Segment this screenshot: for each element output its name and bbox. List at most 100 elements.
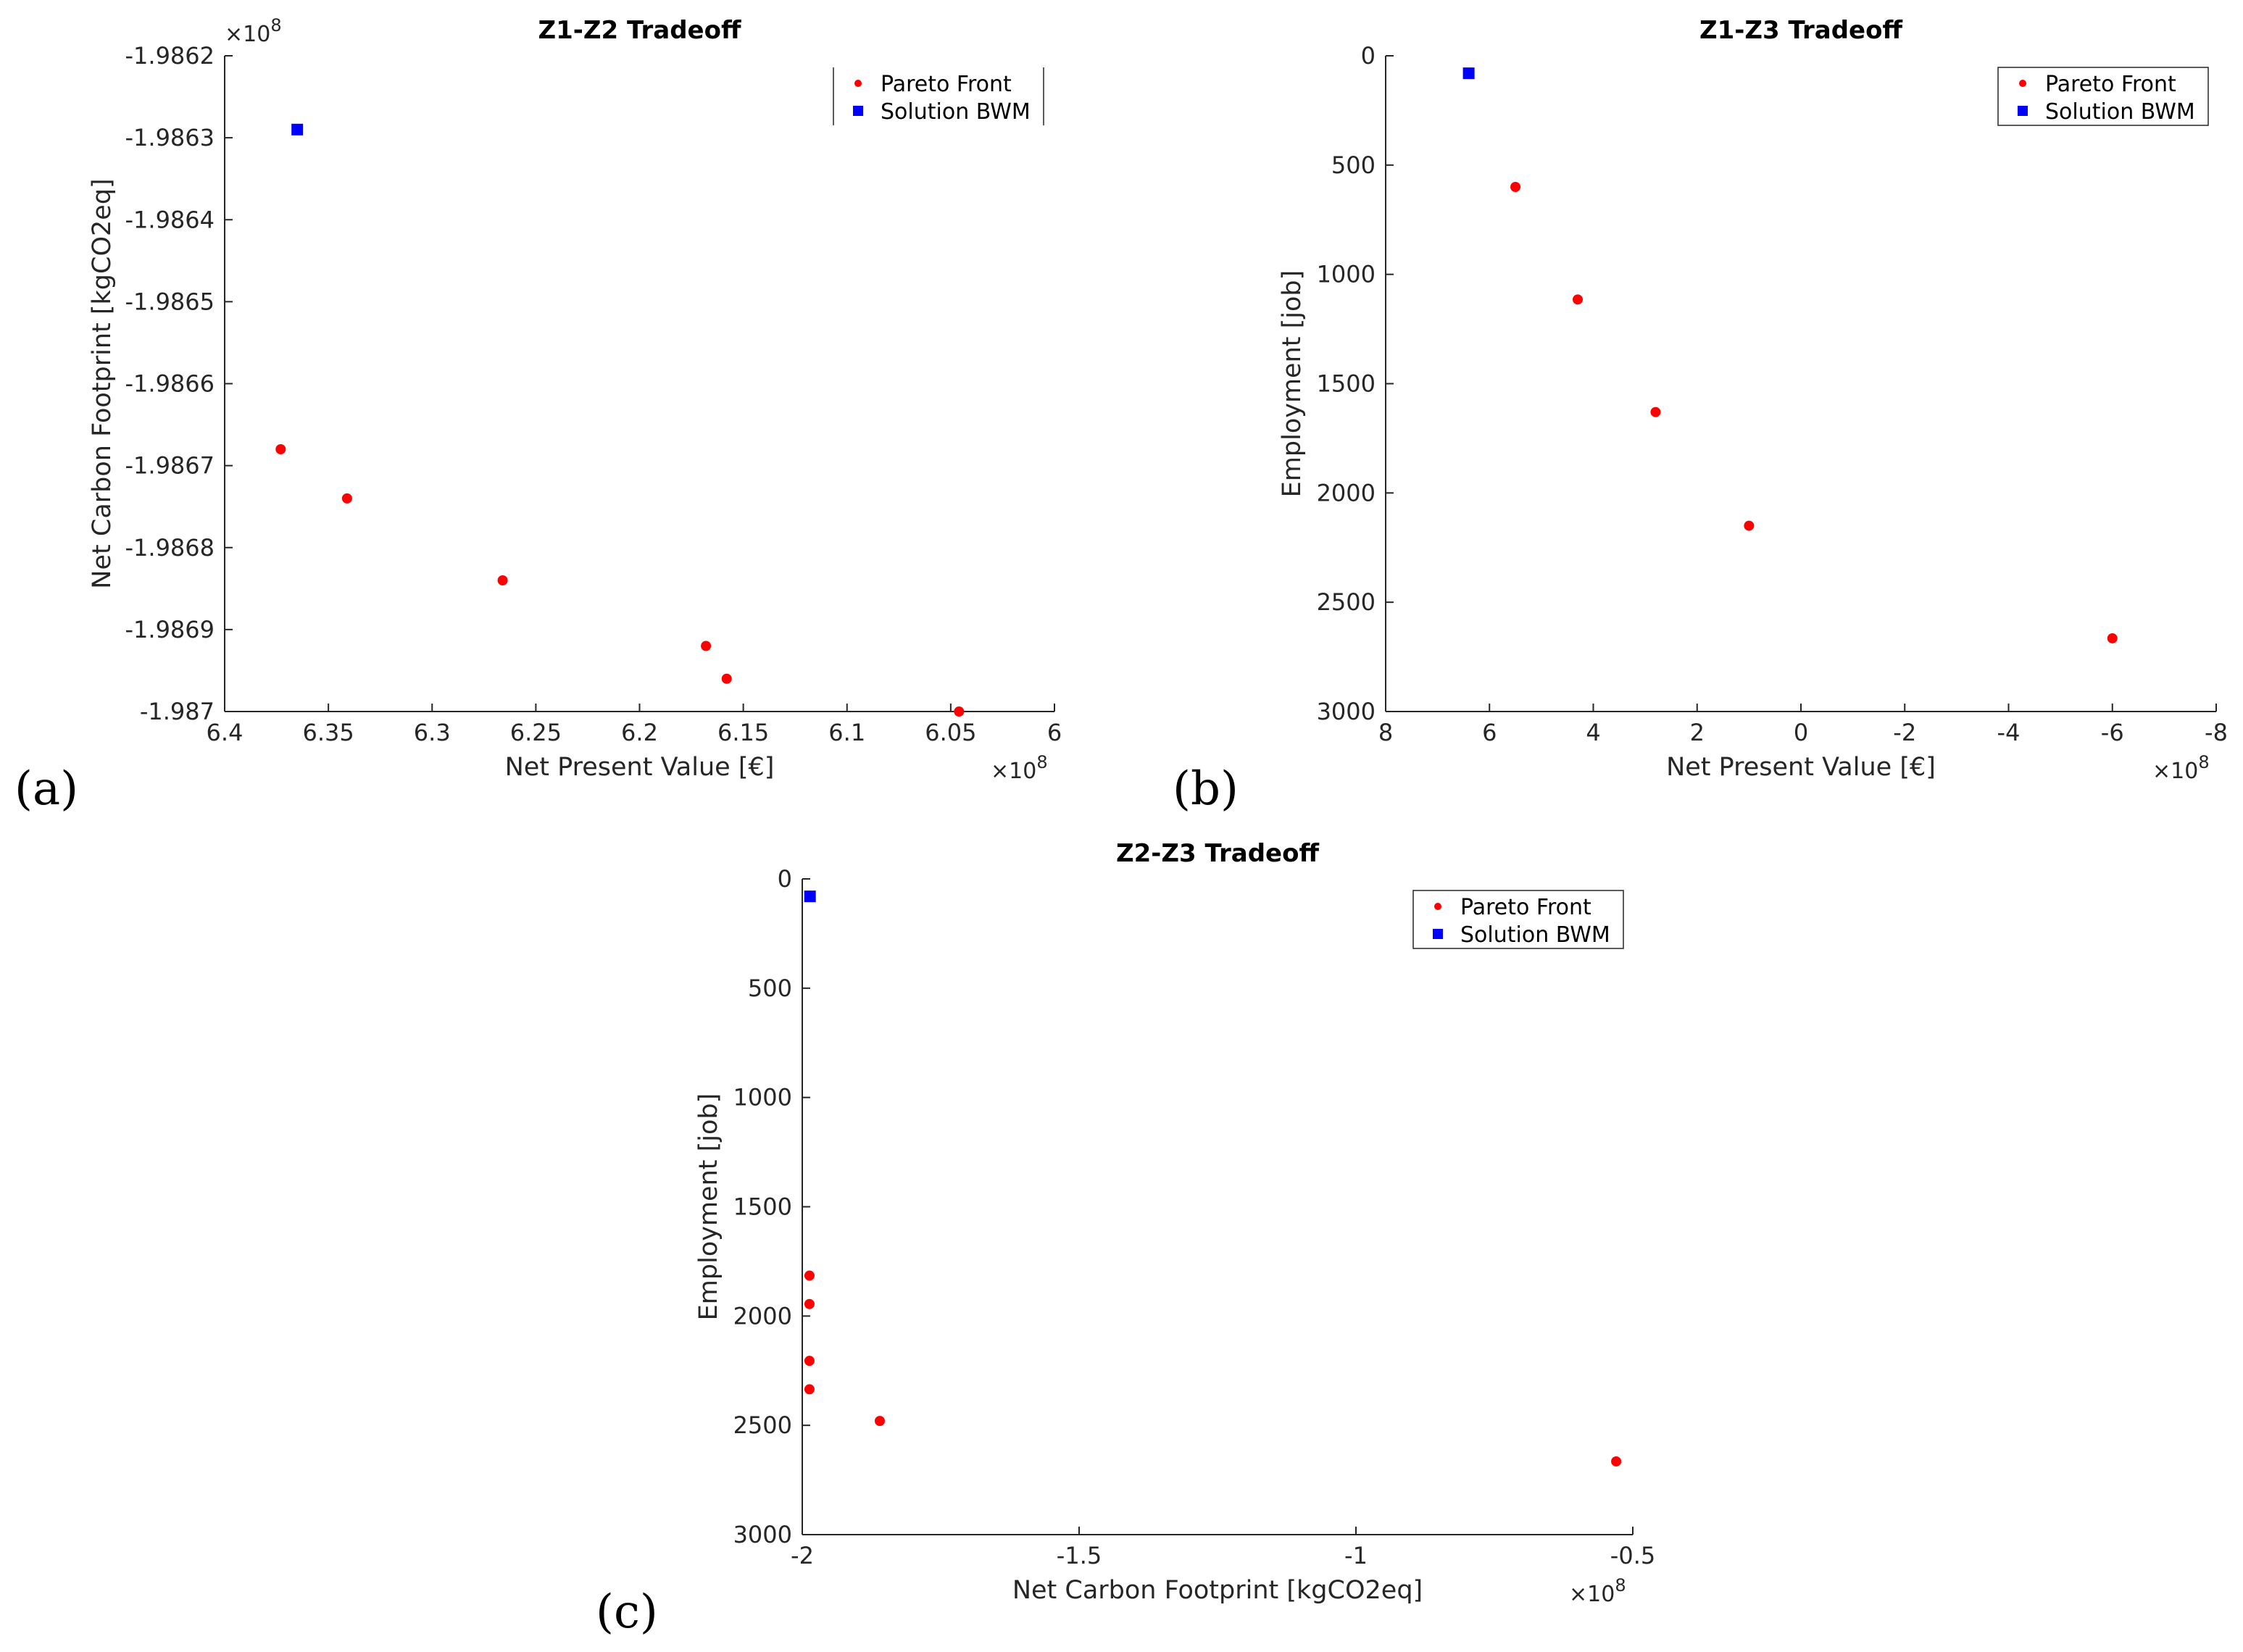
pareto-front-point bbox=[874, 1416, 885, 1427]
x-tick-label: 6.1 bbox=[828, 719, 865, 746]
y-tick-label: -1.9864 bbox=[125, 206, 215, 233]
pareto-front-point bbox=[497, 575, 508, 585]
pareto-front-point bbox=[1744, 520, 1755, 531]
y-tick-label: -1.9862 bbox=[125, 42, 215, 70]
x-tick-label: -1 bbox=[1344, 1542, 1368, 1569]
legend-entry-label: Pareto Front bbox=[2045, 72, 2176, 97]
x-tick-label: 6.15 bbox=[717, 719, 769, 746]
legend-box bbox=[1412, 890, 1624, 949]
y-axis-label: Net Carbon Footprint [kgCO2eq] bbox=[88, 178, 117, 588]
legend-square-marker bbox=[853, 106, 863, 116]
y-axis-label: Employment [job] bbox=[1278, 270, 1307, 498]
pareto-front-point bbox=[1611, 1456, 1622, 1467]
pareto-front-point bbox=[275, 444, 286, 454]
y-tick-label: 0 bbox=[778, 865, 792, 893]
pareto-front-point bbox=[2107, 633, 2118, 643]
legend-entry-label: Solution BWM bbox=[2045, 99, 2195, 125]
chart-title: Z1-Z2 Tradeoff bbox=[538, 16, 741, 45]
x-tick-label: 6 bbox=[1047, 719, 1062, 746]
y-tick-label: -1.9866 bbox=[125, 370, 215, 398]
pareto-front-point bbox=[804, 1298, 815, 1309]
legend-square-marker bbox=[1433, 929, 1443, 939]
y-tick-label: 0 bbox=[1361, 42, 1376, 70]
y-tick-label: -1.9868 bbox=[125, 534, 215, 562]
pareto-front-point bbox=[341, 493, 352, 504]
panel-label: (b) bbox=[1173, 762, 1239, 816]
x-tick-label: -4 bbox=[1997, 719, 2021, 746]
chart-title: Z2-Z3 Tradeoff bbox=[1116, 839, 1319, 868]
legend-circle-marker bbox=[854, 80, 862, 87]
legend-box bbox=[1997, 67, 2209, 126]
y-tick-label: 1500 bbox=[733, 1193, 792, 1221]
y-tick-label: -1.9867 bbox=[125, 452, 215, 480]
legend-circle-marker bbox=[1434, 903, 1441, 910]
x-tick-label: 0 bbox=[1794, 719, 1808, 746]
panel-label: (a) bbox=[14, 762, 78, 816]
pareto-front-point bbox=[1573, 294, 1584, 305]
pareto-front-point bbox=[804, 1356, 815, 1367]
x-tick-label: 6.35 bbox=[303, 719, 354, 746]
y-tick-label: -1.9869 bbox=[125, 616, 215, 643]
y-exponent-label: ×108 bbox=[225, 15, 282, 47]
x-tick-label: -8 bbox=[2205, 719, 2228, 746]
legend-entry-label: Pareto Front bbox=[881, 72, 1012, 97]
y-tick-label: -1.9865 bbox=[125, 288, 215, 315]
x-tick-label: -2 bbox=[1893, 719, 1916, 746]
x-exponent-label: ×108 bbox=[2152, 752, 2210, 784]
legend-entry-label: Pareto Front bbox=[1460, 895, 1591, 920]
x-axis-label: Net Present Value [€] bbox=[505, 753, 775, 782]
x-tick-label: -2 bbox=[791, 1542, 814, 1569]
x-tick-label: 6.3 bbox=[414, 719, 451, 746]
x-axis-label: Net Present Value [€] bbox=[1666, 753, 1936, 782]
x-axis-label: Net Carbon Footprint [kgCO2eq] bbox=[1012, 1576, 1423, 1605]
pareto-front-point bbox=[954, 706, 965, 717]
legend-circle-marker bbox=[2019, 80, 2026, 87]
panel-label: (c) bbox=[596, 1585, 658, 1639]
y-axis-label: Employment [job] bbox=[694, 1093, 723, 1321]
pareto-front-point bbox=[1510, 182, 1521, 192]
y-tick-label: 3000 bbox=[733, 1521, 792, 1548]
legend-entry-label: Solution BWM bbox=[881, 99, 1031, 125]
x-exponent-label: ×108 bbox=[991, 752, 1048, 784]
y-tick-label: 500 bbox=[1331, 151, 1376, 179]
pareto-front-point bbox=[804, 1270, 815, 1281]
y-tick-label: 2000 bbox=[1317, 479, 1376, 506]
solution-bwm-point bbox=[1462, 67, 1475, 80]
x-tick-label: -6 bbox=[2101, 719, 2124, 746]
x-exponent-label: ×108 bbox=[1569, 1575, 1626, 1607]
y-tick-label: -1.9863 bbox=[125, 124, 215, 151]
chart-panel-1: 6.4 6.35 6.3 6.25 6.2 6.15 6.1 6.05 6 -1.9862 -1.9… bbox=[14, 15, 1062, 816]
solution-bwm-point bbox=[804, 890, 816, 903]
x-tick-label: 8 bbox=[1378, 719, 1393, 746]
y-tick-label: 1500 bbox=[1317, 370, 1376, 398]
chart-panel-2: 8 6 4 2 0 -2 -4 -6 -8 0 500 1000 1500 2000 2500 3000 Z1-… bbox=[1173, 16, 2228, 816]
x-tick-label: 4 bbox=[1586, 719, 1600, 746]
x-tick-label: 6.25 bbox=[510, 719, 562, 746]
x-tick-label: 6.2 bbox=[621, 719, 658, 746]
chart-title: Z1-Z3 Tradeoff bbox=[1699, 16, 1902, 45]
solution-bwm-point bbox=[291, 123, 304, 135]
y-tick-label: 2000 bbox=[733, 1302, 792, 1330]
pareto-front-point bbox=[804, 1384, 815, 1395]
x-tick-label: 6 bbox=[1482, 719, 1497, 746]
legend-entry-label: Solution BWM bbox=[1460, 922, 1610, 948]
legend-square-marker bbox=[2018, 106, 2028, 116]
x-tick-label: 2 bbox=[1690, 719, 1705, 746]
x-tick-label: 6.05 bbox=[925, 719, 976, 746]
y-tick-label: 2500 bbox=[1317, 588, 1376, 616]
chart-panel-3: -2 -1.5 -1 -0.5 0 500 1000 1500 2000 2500 3000 Z2-Z… bbox=[596, 839, 1655, 1639]
pareto-front-point bbox=[721, 673, 732, 684]
y-tick-label: 1000 bbox=[1317, 261, 1376, 288]
x-tick-label: 6.4 bbox=[207, 719, 244, 746]
y-tick-label: 1000 bbox=[733, 1084, 792, 1111]
y-tick-label: 3000 bbox=[1317, 698, 1376, 725]
pareto-front-point bbox=[1650, 406, 1661, 417]
y-tick-label: 500 bbox=[748, 975, 792, 1002]
y-tick-label: 2500 bbox=[733, 1411, 792, 1439]
pareto-front-point bbox=[701, 641, 712, 651]
x-tick-label: -1.5 bbox=[1057, 1542, 1102, 1569]
